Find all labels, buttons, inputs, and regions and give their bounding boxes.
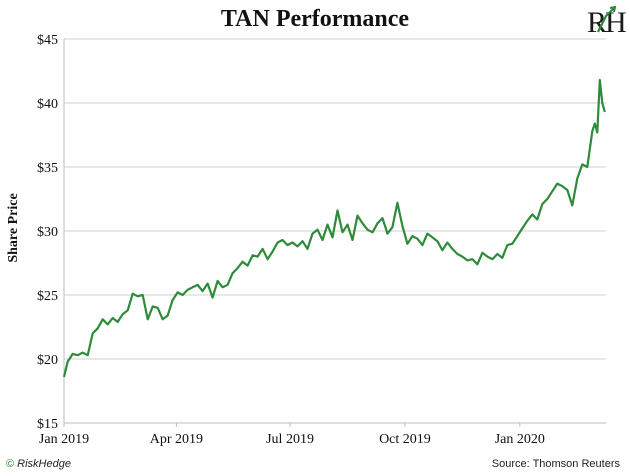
tan-price-line — [62, 78, 606, 378]
y-tick-label: $25 — [37, 289, 58, 304]
x-tick-label: Jan 2019 — [39, 432, 89, 447]
svg-text:R: R — [587, 6, 607, 38]
axes — [63, 39, 606, 424]
gridlines — [64, 38, 606, 424]
brand-mark: © — [6, 458, 15, 470]
svg-text:H: H — [605, 6, 626, 38]
x-tick-label: Jul 2019 — [266, 432, 314, 447]
y-tick-labels: $15 $20 $25 $30 $35 $40 $45 — [37, 33, 58, 432]
y-tick-label: $35 — [37, 161, 58, 176]
y-tick-label: $15 — [37, 417, 58, 432]
brand-name: RiskHedge — [17, 458, 71, 470]
riskhedge-logo: R H — [587, 5, 626, 38]
x-tick-label: Oct 2019 — [379, 432, 431, 447]
y-tick-label: $45 — [37, 33, 58, 48]
x-tick-label: Jan 2020 — [495, 432, 545, 447]
x-tick-labels: Jan 2019 Apr 2019 Jul 2019 Oct 2019 Jan 2020 — [39, 423, 545, 447]
source-note: Source: Thomson Reuters — [491, 458, 620, 470]
y-tick-label: $40 — [37, 97, 58, 112]
x-tick-label: Apr 2019 — [150, 432, 203, 447]
y-tick-label: $30 — [37, 225, 58, 240]
chart-title: TAN Performance — [220, 6, 410, 32]
y-tick-label: $20 — [37, 353, 58, 368]
footer-brand: © RiskHedge — [6, 458, 71, 470]
